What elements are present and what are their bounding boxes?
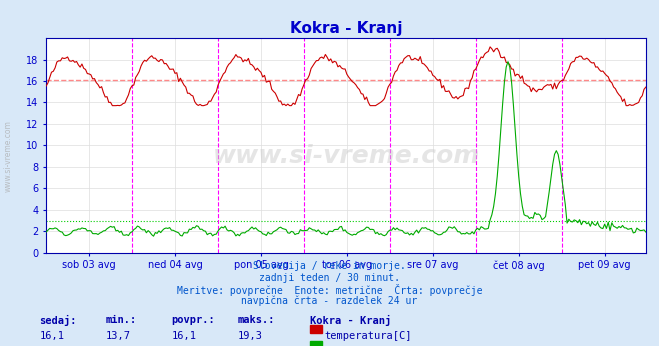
Text: Meritve: povprečne  Enote: metrične  Črta: povprečje: Meritve: povprečne Enote: metrične Črta:… — [177, 284, 482, 296]
Text: temperatura[C]: temperatura[C] — [324, 331, 412, 342]
Text: maks.:: maks.: — [237, 315, 275, 325]
Title: Kokra - Kranj: Kokra - Kranj — [290, 20, 402, 36]
Text: zadnji teden / 30 minut.: zadnji teden / 30 minut. — [259, 273, 400, 283]
Text: 13,7: 13,7 — [105, 331, 130, 342]
Text: 16,1: 16,1 — [40, 331, 65, 342]
Text: povpr.:: povpr.: — [171, 315, 215, 325]
Text: 16,1: 16,1 — [171, 331, 196, 342]
Text: navpična črta - razdelek 24 ur: navpična črta - razdelek 24 ur — [241, 295, 418, 306]
Text: 19,3: 19,3 — [237, 331, 262, 342]
Text: sedaj:: sedaj: — [40, 315, 77, 326]
Text: Slovenija / reke in morje.: Slovenija / reke in morje. — [253, 261, 406, 271]
Text: min.:: min.: — [105, 315, 136, 325]
Text: Kokra - Kranj: Kokra - Kranj — [310, 315, 391, 326]
Text: www.si-vreme.com: www.si-vreme.com — [212, 144, 480, 168]
Text: www.si-vreme.com: www.si-vreme.com — [3, 120, 13, 192]
